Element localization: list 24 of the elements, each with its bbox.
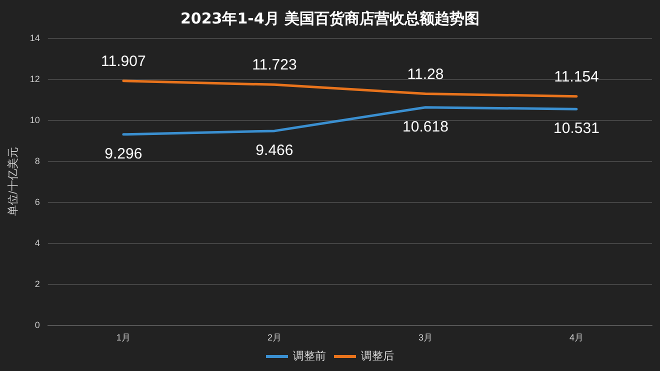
legend-label: 调整前 bbox=[293, 350, 326, 362]
y-tick-label: 10 bbox=[30, 115, 40, 125]
y-tick-label: 0 bbox=[34, 320, 40, 330]
y-tick-label: 14 bbox=[30, 33, 40, 43]
x-tick-label: 4月 bbox=[569, 332, 584, 342]
data-label: 11.154 bbox=[554, 68, 599, 86]
data-label: 10.531 bbox=[554, 120, 600, 138]
y-axis-title: 单位/十亿美元 bbox=[6, 146, 20, 216]
x-tick-label: 1月 bbox=[116, 332, 130, 342]
legend-label: 调整后 bbox=[361, 350, 394, 362]
x-tick-label: 3月 bbox=[418, 332, 432, 342]
y-tick-label: 4 bbox=[34, 238, 40, 248]
x-tick-label: 2月 bbox=[267, 332, 282, 342]
data-label: 11.723 bbox=[252, 56, 297, 74]
data-label: 11.28 bbox=[407, 66, 444, 83]
y-tick-label: 8 bbox=[34, 156, 40, 166]
y-tick-label: 12 bbox=[30, 74, 40, 84]
data-label: 9.466 bbox=[256, 142, 294, 159]
chart-title: 2023年1-4月 美国百货商店营收总额趋势图 bbox=[180, 10, 480, 28]
y-tick-label: 6 bbox=[34, 197, 40, 207]
data-label: 11.907 bbox=[101, 52, 146, 70]
data-label: 9.296 bbox=[104, 145, 142, 162]
y-tick-label: 2 bbox=[34, 279, 40, 289]
data-label: 10.618 bbox=[402, 118, 448, 136]
